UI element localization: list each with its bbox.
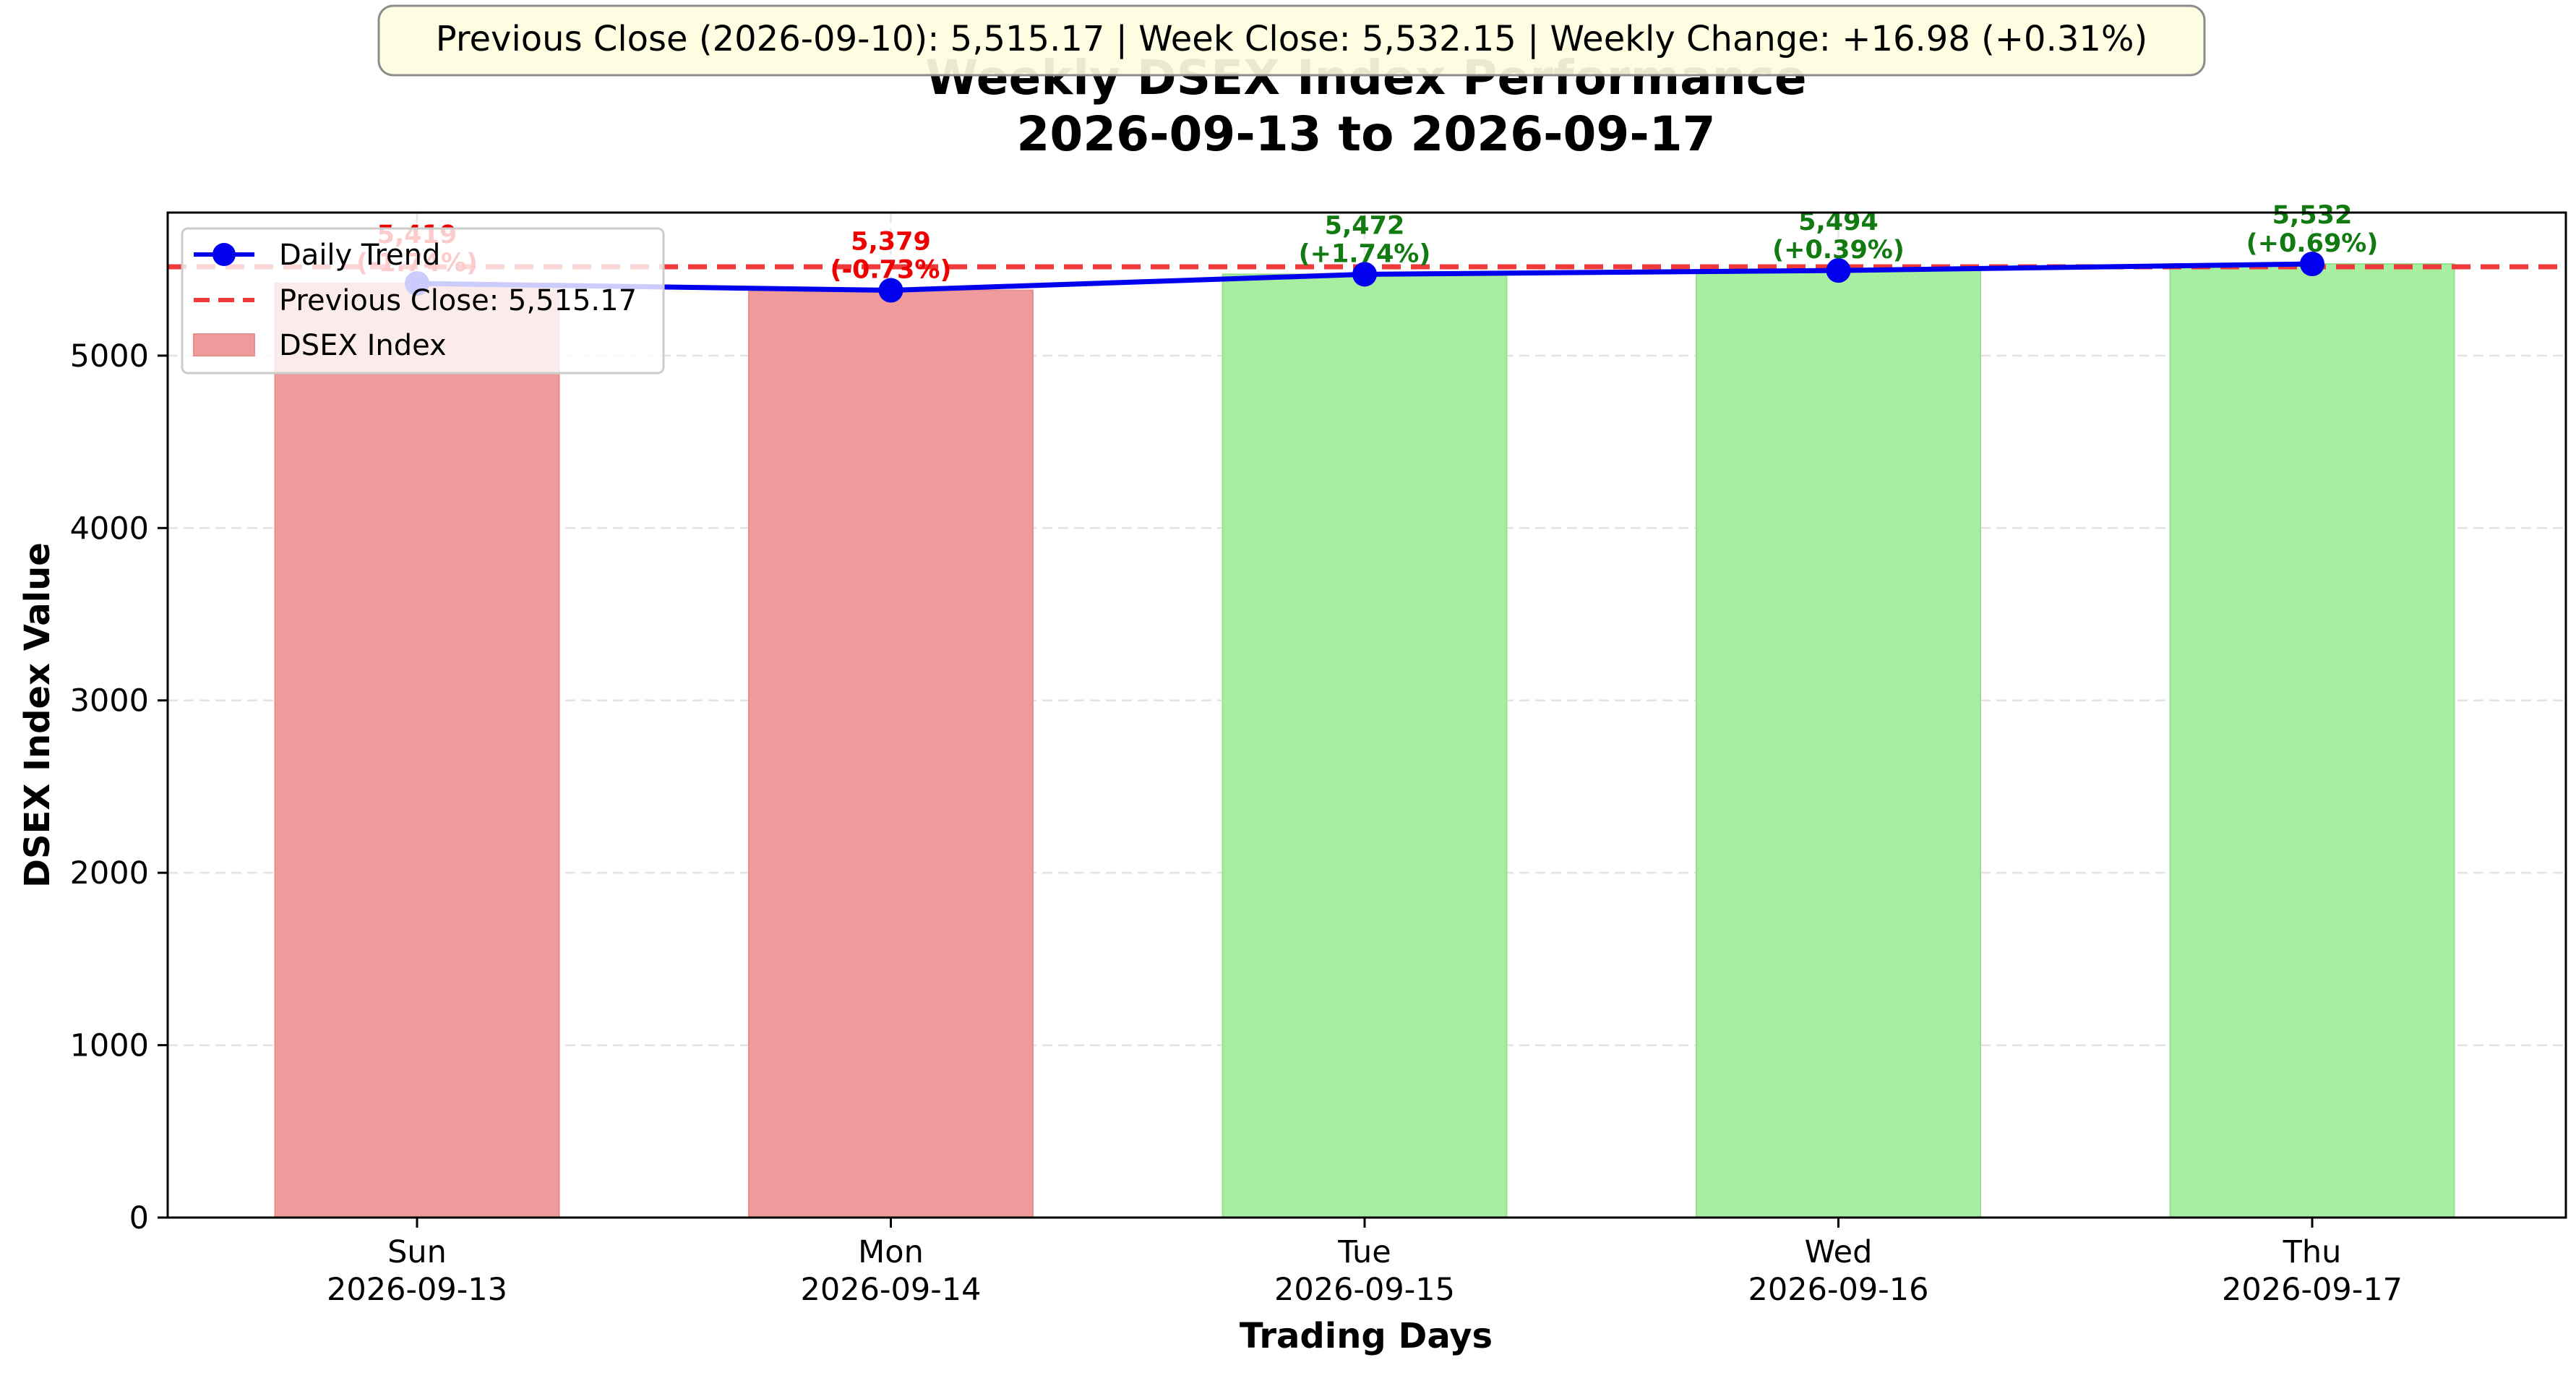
value-label: 5,472	[1325, 211, 1405, 240]
y-tick-label: 1000	[70, 1028, 149, 1064]
x-tick-day: Thu	[2283, 1234, 2342, 1270]
y-tick-label: 2000	[70, 855, 149, 891]
trend-point	[1352, 262, 1377, 287]
x-tick-date: 2026-09-17	[2222, 1272, 2403, 1308]
x-tick-date: 2026-09-13	[327, 1272, 507, 1308]
x-tick-day: Sun	[387, 1234, 447, 1270]
banner-box	[377, 4, 2206, 77]
y-tick-label: 0	[129, 1200, 149, 1236]
x-tick-day: Mon	[858, 1234, 924, 1270]
value-label: 5,379	[851, 228, 931, 257]
y-axis-label: DSEX Index Value	[17, 542, 58, 888]
legend: Daily Trend Previous Close: 5,515.17 DSE…	[181, 227, 665, 375]
x-axis-label: Trading Days	[1240, 1316, 1493, 1356]
bar	[1222, 273, 1508, 1218]
plot-border	[166, 211, 2567, 1219]
y-tick-label: 4000	[70, 510, 149, 547]
change-label: (+0.69%)	[2246, 229, 2379, 258]
y-tick-label: 3000	[70, 683, 149, 719]
change-label: (+1.74%)	[1299, 239, 1431, 268]
legend-bar-label: DSEX Index	[279, 329, 447, 362]
change-label: (-0.73%)	[830, 256, 952, 285]
bar	[2169, 263, 2455, 1219]
bar-layer	[274, 263, 2455, 1219]
x-tick-day: Wed	[1805, 1234, 1873, 1270]
y-tick-label: 5000	[70, 338, 149, 375]
legend-prevclose-label: Previous Close: 5,515.17	[279, 284, 637, 317]
x-tick-date: 2026-09-16	[1748, 1272, 1929, 1308]
x-tick-date: 2026-09-15	[1274, 1272, 1455, 1308]
bar	[274, 282, 560, 1218]
legend-trend-marker	[212, 243, 236, 266]
banner-text: Previous Close (2026-09-10): 5,515.17 | …	[436, 19, 2148, 59]
trend-point	[1826, 258, 1851, 283]
chart-subtitle: 2026-09-13 to 2026-09-17	[1016, 106, 1715, 162]
legend-bar-swatch	[193, 333, 255, 356]
legend-trend-label: Daily Trend	[279, 239, 440, 272]
y-axis-ticks: 0 1000 2000 3000 4000 5000	[70, 338, 168, 1236]
trend-point	[2300, 252, 2324, 277]
value-label: 5,532	[2272, 201, 2353, 230]
trend-point	[878, 278, 903, 303]
bar	[1696, 270, 1981, 1219]
weekly-summary-banner: Previous Close (2026-09-10): 5,515.17 | …	[377, 4, 2206, 77]
plot-area: 5,419(-1.74%)5,379(-0.73%)5,472(+1.74%)5…	[166, 201, 2567, 1219]
x-tick-date: 2026-09-14	[801, 1272, 982, 1308]
bar	[748, 289, 1034, 1218]
x-tick-day: Tue	[1337, 1234, 1391, 1270]
change-label: (+0.39%)	[1772, 236, 1905, 265]
legend-box	[181, 227, 665, 375]
